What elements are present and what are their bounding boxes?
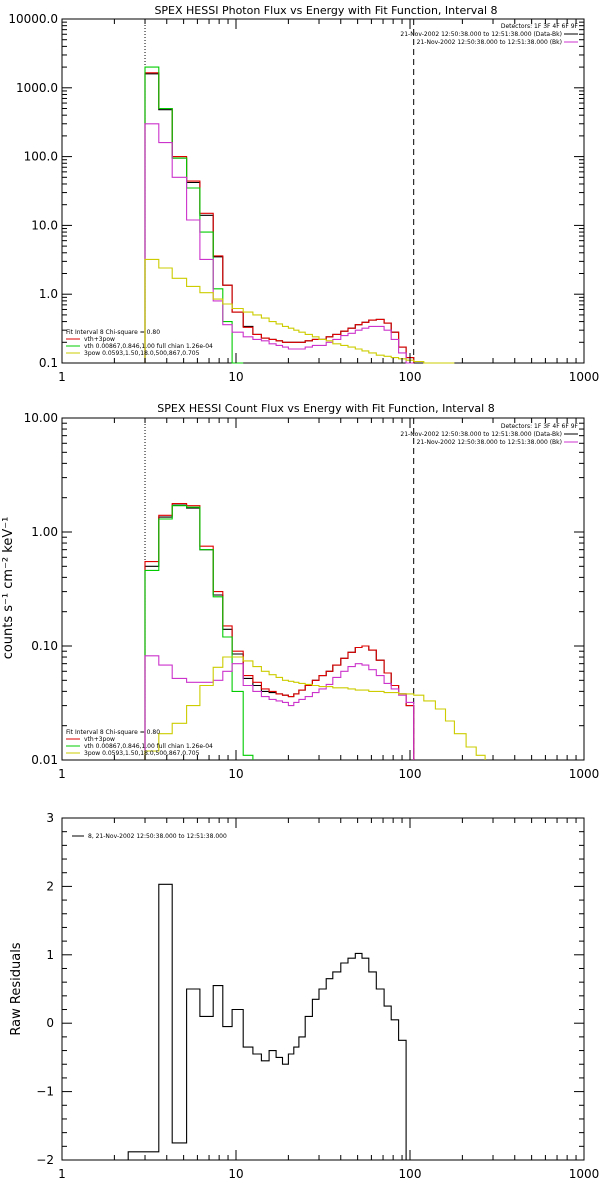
photon-legend-thermal-label: vth 0.00867,0.846,1.00 full chian 1.26e-… (84, 343, 213, 350)
photon-thermal2-series-line (144, 123, 414, 364)
count-thermal-series-line (144, 505, 254, 760)
photon-legend-powerlaw-label: 3pow 0.0593,1.50,18.0,500,867,0.705 (84, 350, 200, 357)
count-y-tick-label: 0.01 (31, 753, 58, 767)
count-total-series-line (144, 502, 415, 760)
residuals-x-tick-label: 1 (58, 1167, 66, 1181)
photon-y-tick-label: 1.0 (39, 287, 58, 301)
photon-data-bk-label: 21-Nov-2002 12:50:38.000 to 12:51:38.000… (400, 31, 562, 38)
count-x-tick-label: 1 (58, 767, 66, 781)
count-powerlaw-series-line (144, 656, 486, 760)
count-legend-total-label: vth+3pow (84, 736, 115, 743)
count-data-bk-label: 21-Nov-2002 12:50:38.000 to 12:51:38.000… (400, 431, 562, 438)
photon-detectors-label: Detectors: 1F 3F 4F 6F 9F (501, 23, 579, 30)
photon-flux-panel: SPEX HESSI Photon Flux vs Energy with Fi… (8, 4, 599, 384)
count-bk-label: 21-Nov-2002 12:50:38.000 to 12:51:38.000… (417, 439, 562, 446)
residuals-x-tick-label: 100 (399, 1167, 422, 1181)
count-x-tick-label: 10 (228, 767, 243, 781)
count-y-tick-label: 10.00 (24, 411, 58, 425)
count-legend-thermal-label: vth 0.00867,0.846,1.00 full chian 1.26e-… (84, 743, 213, 750)
photon-x-tick-label: 1000 (569, 370, 600, 384)
photon-flux-title: SPEX HESSI Photon Flux vs Energy with Fi… (154, 4, 497, 17)
count-detectors-label: Detectors: 1F 3F 4F 6F 9F (501, 423, 579, 430)
count-flux-frame (61, 417, 585, 761)
photon-bk-label: 21-Nov-2002 12:50:38.000 to 12:51:38.000… (417, 39, 562, 46)
count-fit-interval-label: Fit Interval 8 Chi-square = 0.80 (66, 729, 160, 736)
photon-fit-interval-label: Fit Interval 8 Chi-square = 0.80 (66, 329, 160, 336)
residuals-y-tick-label: 2 (46, 879, 54, 893)
photon-x-tick-label: 10 (228, 370, 243, 384)
photon-y-tick-label: 10000.0 (8, 12, 58, 26)
residuals-x-tick-label: 1000 (569, 1167, 600, 1181)
count-flux-panel: SPEX HESSI Count Flux vs Energy with Fit… (1, 402, 599, 781)
count-flux-title: SPEX HESSI Count Flux vs Energy with Fit… (157, 402, 494, 415)
photon-y-tick-label: 100.0 (24, 150, 58, 164)
count-y-tick-label: 0.10 (31, 639, 58, 653)
photon-total-series-line (144, 72, 415, 363)
residuals-y-axis-label: Raw Residuals (9, 942, 24, 1035)
photon-y-tick-label: 1000.0 (16, 81, 58, 95)
count-y-tick-label: 1.00 (31, 525, 58, 539)
photon-y-tick-label: 10.0 (31, 218, 58, 232)
photon-legend-total-label: vth+3pow (84, 336, 115, 343)
photon-powerlaw-series-line (144, 258, 455, 364)
residuals-x-tick-label: 10 (228, 1167, 243, 1181)
photon-flux-frame (61, 18, 585, 364)
residuals-data-series-line (127, 883, 414, 1161)
count-legend-powerlaw-label: 3pow 0.0593,1.50,18.0,500,867,0.705 (84, 750, 200, 757)
residuals-y-tick-label: −2 (36, 1153, 54, 1167)
count-thermal2-series-line (144, 655, 415, 760)
count-flux-y-axis-label: counts s⁻¹ cm⁻² keV⁻¹ (1, 517, 16, 660)
residuals-legend-label: 8, 21-Nov-2002 12:50:38.000 to 12:51:38.… (88, 833, 227, 840)
residuals-frame (61, 817, 585, 1161)
photon-x-tick-label: 100 (399, 370, 422, 384)
photon-thermal-series-line (144, 66, 244, 364)
photon-x-tick-label: 1 (58, 370, 66, 384)
count-x-tick-label: 100 (399, 767, 422, 781)
residuals-panel: Raw Residuals 1 10 100 1000 −2 −1 0 1 2 3 8, 21-N… (9, 811, 599, 1181)
count-data-series-line (144, 504, 415, 760)
residuals-y-tick-label: 3 (46, 811, 54, 825)
residuals-y-tick-label: 1 (46, 948, 54, 962)
photon-y-tick-label: 0.1 (39, 356, 58, 370)
count-x-tick-label: 1000 (569, 767, 600, 781)
residuals-y-tick-label: 0 (46, 1016, 54, 1030)
residuals-y-tick-label: −1 (36, 1085, 54, 1099)
